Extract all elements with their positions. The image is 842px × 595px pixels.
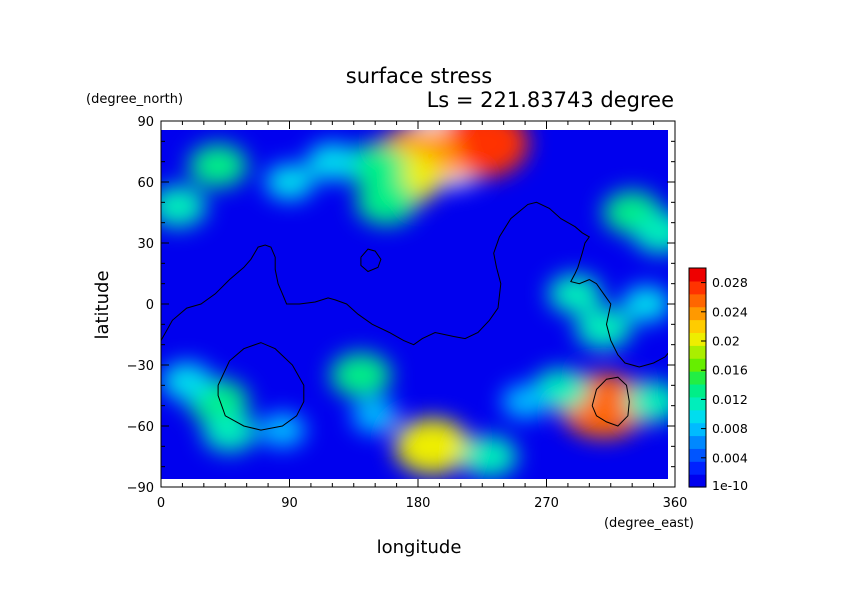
colorbar-tick-label: 0.004 xyxy=(712,450,748,465)
x-tick-label: 270 xyxy=(534,496,559,511)
stress-feature xyxy=(625,380,668,423)
colorbar: 0.004 0.008 0.012 0.016 0.02 0.024 0.028 1e-10 xyxy=(688,267,748,493)
heatmap-field xyxy=(161,130,668,479)
colorbar-segment xyxy=(689,358,706,372)
stress-feature xyxy=(548,273,602,314)
x-tick-label: 180 xyxy=(406,496,431,511)
stress-feature xyxy=(351,398,399,434)
stress-feature xyxy=(501,384,549,419)
y-tick-label: −90 xyxy=(127,481,154,496)
colorbar-frame xyxy=(688,267,707,488)
x-tick-label: 0 xyxy=(157,496,165,511)
y-tick-label: −30 xyxy=(127,359,154,374)
x-axis: 0 90 180 270 360 xyxy=(157,121,688,511)
chart-subtitle: Ls = 221.83743 degree xyxy=(427,88,674,112)
colorbar-segment xyxy=(689,332,706,346)
colorbar-tick-label: 0.024 xyxy=(712,304,748,319)
colorbar-segment xyxy=(689,345,706,359)
colorbar-segment xyxy=(689,435,706,449)
colorbar-min-label: 1e-10 xyxy=(712,478,748,493)
y-tick-label: 60 xyxy=(137,176,154,191)
topography-contours xyxy=(161,201,668,431)
y-tick-label: 90 xyxy=(137,115,154,130)
colorbar-segment xyxy=(689,306,706,321)
x-tick-label: 360 xyxy=(663,496,688,511)
x-units-label: (degree_east) xyxy=(604,516,694,531)
colorbar-segment xyxy=(689,396,706,411)
stress-feature xyxy=(161,362,213,401)
stress-feature xyxy=(575,307,632,350)
stress-feature xyxy=(461,435,518,478)
y-units-label: (degree_north) xyxy=(86,92,183,107)
stress-feature xyxy=(356,179,418,225)
stress-feature xyxy=(202,412,257,452)
colorbar-tick-label: 0.028 xyxy=(712,275,748,290)
colorbar-segment xyxy=(689,409,706,424)
stress-feature xyxy=(330,352,392,398)
x-axis-label: longitude xyxy=(377,537,462,558)
contour-line xyxy=(217,342,305,431)
chart-title: surface stress xyxy=(346,64,492,88)
colorbar-tick-label: 0.008 xyxy=(712,421,748,436)
colorbar-segment xyxy=(689,280,706,295)
colorbar-segment xyxy=(689,461,706,475)
stress-feature xyxy=(188,144,248,188)
stress-feature xyxy=(265,163,314,201)
stress-feature xyxy=(259,412,306,448)
stress-feature xyxy=(632,212,668,254)
contour-line xyxy=(360,248,382,273)
colorbar-segment xyxy=(689,268,706,282)
contour-line xyxy=(161,201,668,368)
contour-line xyxy=(591,376,630,427)
colorbar-segment xyxy=(689,474,706,488)
y-axis-label: latitude xyxy=(92,270,113,339)
y-tick-label: −60 xyxy=(127,420,154,435)
stress-features xyxy=(161,130,668,478)
stress-feature xyxy=(622,285,668,323)
y-tick-label: 0 xyxy=(146,298,154,313)
colorbar-tick-label: 0.02 xyxy=(712,334,740,349)
colorbar-segment xyxy=(689,319,706,334)
colorbar-tick-label: 0.016 xyxy=(712,363,748,378)
colorbar-tick-label: 0.012 xyxy=(712,392,748,407)
stress-feature xyxy=(344,143,406,189)
stress-feature xyxy=(306,142,358,181)
stress-feature xyxy=(394,418,471,475)
colorbar-segment xyxy=(689,422,706,437)
y-tick-label: 30 xyxy=(137,237,154,252)
y-axis: 90 60 30 0 −30 −60 −90 xyxy=(127,115,675,496)
colorbar-segment xyxy=(689,383,706,398)
colorbar-segment xyxy=(689,371,706,385)
colorbar-segment xyxy=(689,293,706,308)
x-tick-label: 90 xyxy=(281,496,298,511)
stress-feature xyxy=(161,185,207,228)
colorbar-segment xyxy=(689,448,706,462)
